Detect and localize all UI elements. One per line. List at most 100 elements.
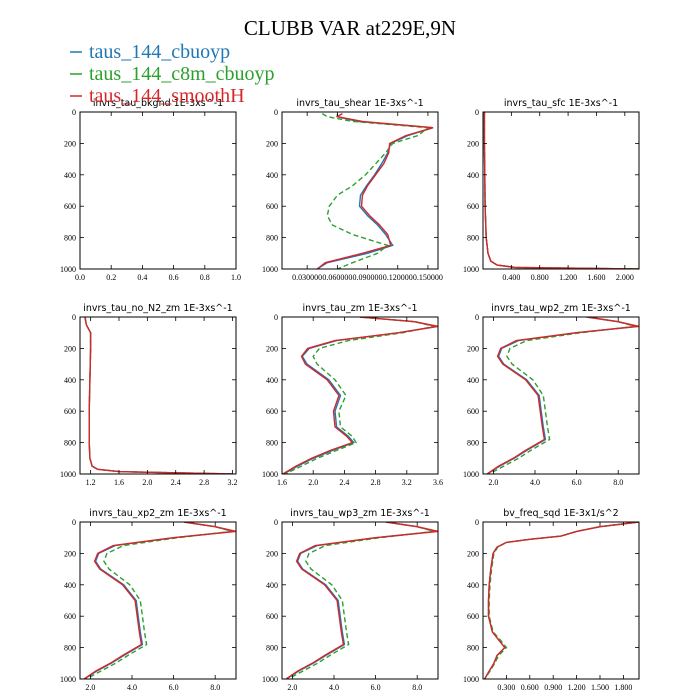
y-tick-label: 600 [467,407,479,416]
x-tick-label: 3.2 [402,478,412,487]
y-tick-label: 400 [266,581,278,590]
series-line-cbuoyp [486,317,638,474]
x-tick-label: 2.0 [142,478,152,487]
x-tick-label: 0.400 [502,273,520,282]
plot-frame [482,521,640,680]
x-tick-label: 8.0 [210,683,220,692]
x-tick-label: 0.300 [497,683,515,692]
panel-title: invrs_tau_wp3_zm 1E-3xs^-1 [290,508,430,519]
y-tick-label: 600 [64,202,76,211]
series-line-c8m [484,522,639,679]
chart-panel-8: invrs_tau_wp3_zm 1E-3xs^-1 0 200 400 600 800 1… [262,508,439,692]
y-tick-label: 400 [266,376,278,385]
y-tick-label: 0 [72,108,76,117]
y-tick-label: 800 [467,234,479,243]
series-line-smooth [483,522,639,679]
y-tick-label: 400 [64,376,76,385]
series-line-c8m [321,113,430,269]
y-tick-label: 1000 [463,675,479,684]
legend-label-c8m: taus_144_c8m_cbuoyp [89,63,275,85]
series-line-cbuoyp [483,112,639,269]
y-tick-label: 800 [467,439,479,448]
series-line-c8m [85,522,232,679]
chart-panel-2: invrs_tau_shear 1E-3xs^-1 0 200 400 600 800 10… [262,98,443,282]
y-tick-label: 800 [64,439,76,448]
y-tick-label: 800 [266,234,278,243]
x-tick-label: 0.6 [169,273,179,282]
y-tick-label: 400 [467,376,479,385]
plot-frame [281,521,439,680]
plot-frame [79,521,237,680]
chart-panel-4: invrs_tau_no_N2_zm 1E-3xs^-1 0 200 400 600 80… [60,303,237,487]
y-tick-label: 800 [64,644,76,653]
y-tick-label: 200 [467,549,479,558]
y-tick-label: 400 [467,171,479,180]
x-tick-label: 2.8 [371,478,381,487]
y-tick-label: 600 [467,612,479,621]
chart-panel-6: invrs_tau_wp2_zm 1E-3xs^-1 0 200 400 600 800 1… [463,303,640,487]
panel-title: invrs_tau_shear 1E-3xs^-1 [296,98,423,109]
y-tick-label: 800 [266,439,278,448]
series-line-smooth [83,522,236,679]
series-line-c8m [284,317,435,474]
x-tick-label: 4.0 [329,683,339,692]
plot-frame [281,111,439,270]
series-line-cbuoyp [483,522,639,679]
panel-title: invrs_tau_xp2_zm 1E-3xs^-1 [89,508,226,519]
y-tick-label: 0 [72,518,76,527]
x-tick-label: 0.4 [137,273,147,282]
x-tick-label: 2.0 [488,478,498,487]
x-tick-label: 1.200 [568,683,586,692]
panel-title: invrs_tau_no_N2_zm 1E-3xs^-1 [83,303,232,314]
series-line-cbuoyp [283,317,437,474]
y-tick-label: 1000 [463,265,479,274]
y-tick-label: 800 [64,234,76,243]
x-tick-label: 8.0 [412,683,422,692]
x-tick-label: 1.200 [559,273,577,282]
panel-title: bv_freq_sqd 1E-3x1/s^2 [503,508,618,519]
x-tick-label: 2.4 [171,478,181,487]
legend-label-smooth: taus_144_smoothH [89,85,245,107]
x-tick-label: 2.0 [85,683,95,692]
panel-title: invrs_tau_zm 1E-3xs^-1 [303,303,418,314]
y-tick-label: 0 [475,108,479,117]
panel-title: invrs_tau_bkgnd 1E-3xs^-1 [93,98,223,109]
series-line-cbuoyp [285,522,437,679]
series-line-smooth [282,317,438,474]
x-tick-label: 3.2 [227,478,237,487]
y-tick-label: 600 [467,202,479,211]
x-tick-label: 4.0 [530,478,540,487]
series-line-smooth [486,317,639,474]
chart-panel-3: invrs_tau_sfc 1E-3xs^-1 0 200 400 600 800 1000… [463,98,640,282]
x-tick-label: 0.0 [75,273,85,282]
y-tick-label: 600 [266,202,278,211]
x-tick-label: 0.060000 [322,273,352,282]
series-line-c8m [287,522,434,679]
x-tick-label: 1.0 [231,273,241,282]
panel-title: invrs_tau_sfc 1E-3xs^-1 [504,98,618,109]
x-tick-label: 2.000 [616,273,634,282]
y-tick-label: 200 [467,139,479,148]
y-tick-label: 600 [64,407,76,416]
series-line-c8m [483,112,639,269]
series-line-cbuoyp [84,317,233,474]
series-line-c8m [488,317,635,474]
y-tick-label: 400 [266,171,278,180]
x-tick-label: 0.120000 [383,273,413,282]
panels: invrs_tau_bkgnd 1E-3xs^-1 0 200 400 600 800 10… [60,98,640,692]
y-tick-label: 600 [266,407,278,416]
x-tick-label: 1.6 [114,478,124,487]
x-tick-label: 1.600 [587,273,605,282]
chart-panel-5: invrs_tau_zm 1E-3xs^-1 0 200 400 600 800 10001… [262,303,443,487]
y-tick-label: 0 [475,313,479,322]
x-tick-label: 0.900 [544,683,562,692]
y-tick-label: 200 [266,549,278,558]
y-tick-label: 0 [475,518,479,527]
y-tick-label: 200 [64,139,76,148]
y-tick-label: 0 [274,313,278,322]
y-tick-label: 600 [64,612,76,621]
y-tick-label: 1000 [262,265,278,274]
x-tick-label: 2.4 [339,478,349,487]
y-tick-label: 400 [64,171,76,180]
plot-frame [482,316,640,475]
